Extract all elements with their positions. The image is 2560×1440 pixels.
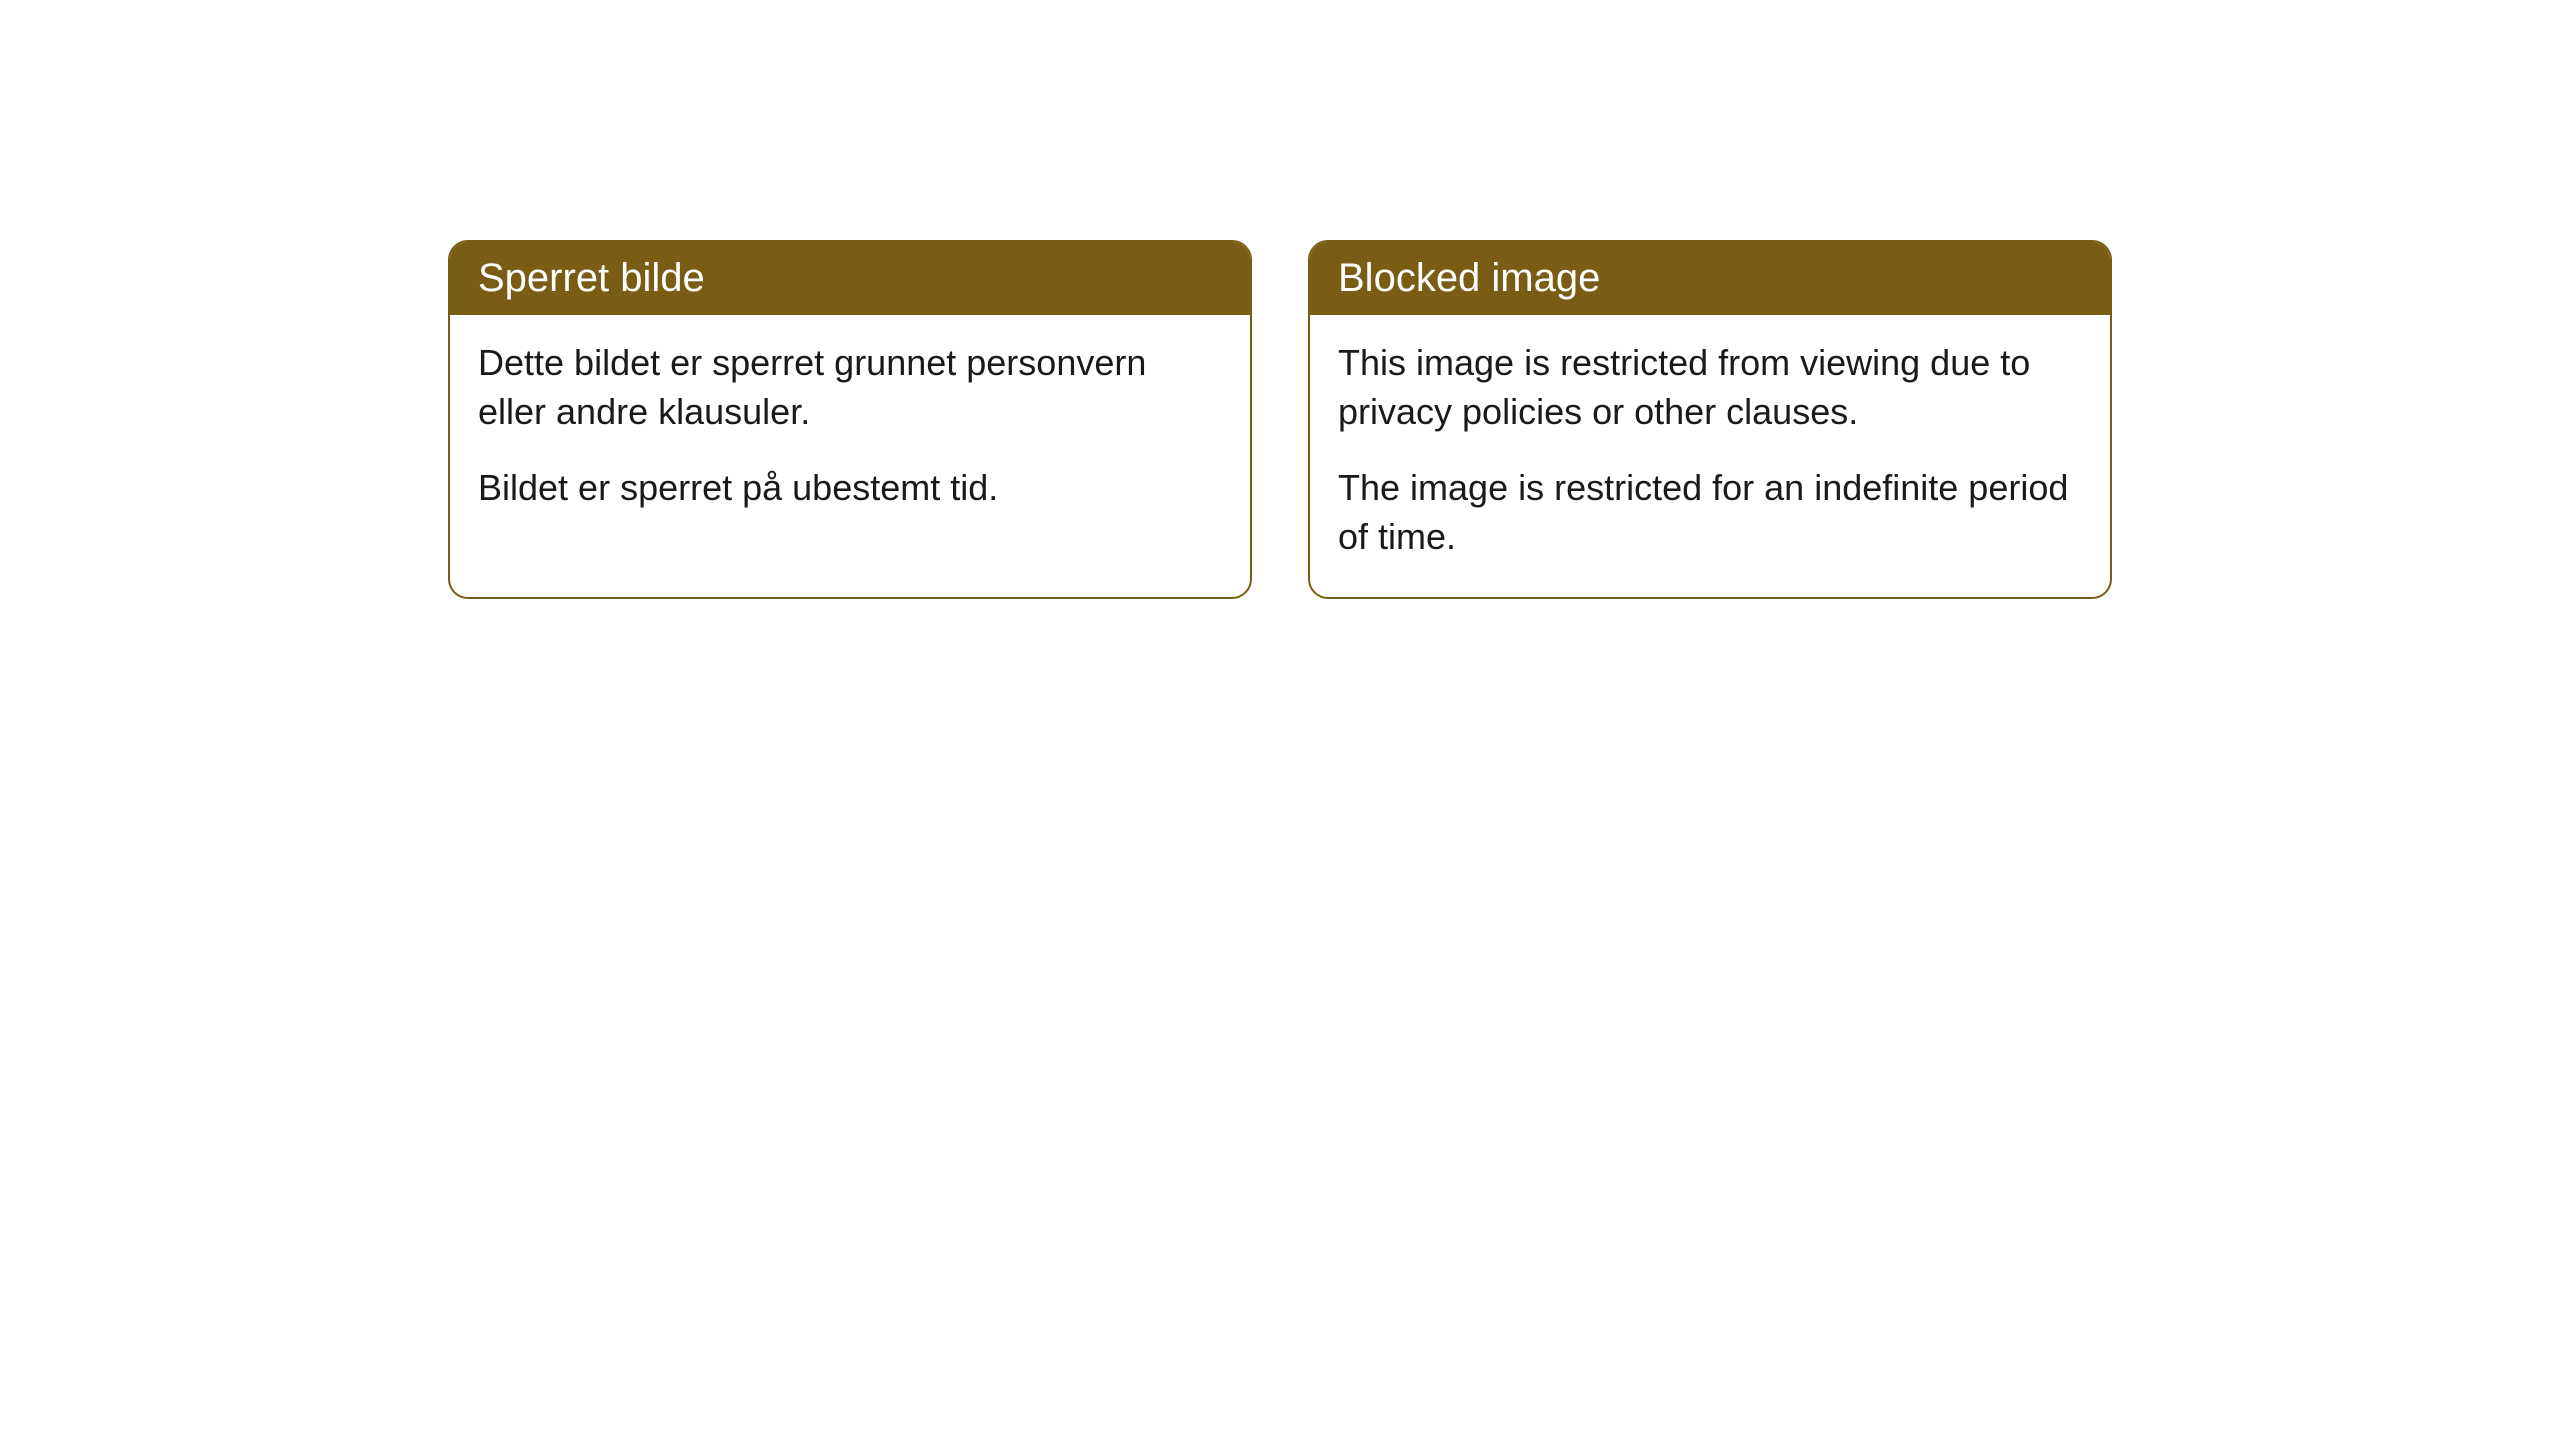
card-header: Blocked image	[1310, 242, 2110, 315]
card-body: This image is restricted from viewing du…	[1310, 315, 2110, 597]
card-title: Blocked image	[1338, 256, 1600, 300]
card-title: Sperret bilde	[478, 256, 705, 300]
card-body: Dette bildet er sperret grunnet personve…	[450, 315, 1250, 549]
card-paragraph: The image is restricted for an indefinit…	[1338, 464, 2082, 561]
notice-container: Sperret bilde Dette bildet er sperret gr…	[448, 240, 2112, 599]
notice-card-norwegian: Sperret bilde Dette bildet er sperret gr…	[448, 240, 1252, 599]
card-paragraph: Dette bildet er sperret grunnet personve…	[478, 339, 1222, 436]
card-paragraph: Bildet er sperret på ubestemt tid.	[478, 464, 1222, 513]
card-paragraph: This image is restricted from viewing du…	[1338, 339, 2082, 436]
notice-card-english: Blocked image This image is restricted f…	[1308, 240, 2112, 599]
card-header: Sperret bilde	[450, 242, 1250, 315]
